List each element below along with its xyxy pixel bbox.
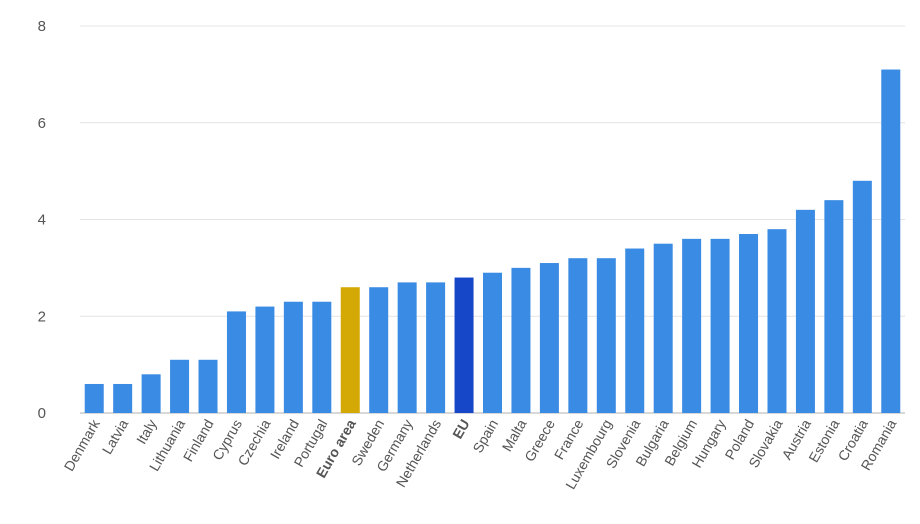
y-tick-label: 6 [38,115,46,132]
x-tick-label: Spain [469,417,501,456]
bar-greece [539,263,559,413]
bar-bulgaria [653,243,673,413]
bar-euro-area [340,287,360,413]
bar-ireland [283,301,303,413]
bar-poland [739,234,759,413]
bar-luxembourg [596,258,616,413]
bar-portugal [312,301,332,413]
bar-denmark [84,383,104,413]
bar-croatia [852,180,872,413]
bar-estonia [824,200,844,413]
bar-hungary [710,238,730,413]
bar-czechia [255,306,275,413]
bar-latvia [113,383,133,413]
bar-eu [454,277,474,413]
bar-italy [141,374,161,413]
bar-germany [397,282,417,413]
bar-netherlands [426,282,446,413]
x-tick-label: Italy [133,417,160,447]
y-axis: 0 2 4 6 8 [38,18,46,422]
y-tick-label: 4 [38,212,46,229]
bar-cyprus [226,311,246,413]
bar-austria [795,209,815,413]
bar-finland [198,359,218,413]
bar-lithuania [170,359,190,413]
y-tick-label: 8 [38,18,46,35]
x-tick-label: EU [449,417,473,442]
bar-slovenia [625,248,645,413]
bar-romania [881,69,901,413]
bar-malta [511,267,531,413]
x-tick-label: Denmark [61,416,104,474]
bar-belgium [682,238,702,413]
y-tick-label: 2 [38,308,46,325]
x-tick-label: Latvia [99,416,132,457]
bar-france [568,258,588,413]
bars [84,69,901,413]
y-tick-label: 0 [38,405,46,422]
bar-sweden [369,287,389,413]
bar-slovakia [767,229,787,413]
bar-spain [483,272,502,413]
